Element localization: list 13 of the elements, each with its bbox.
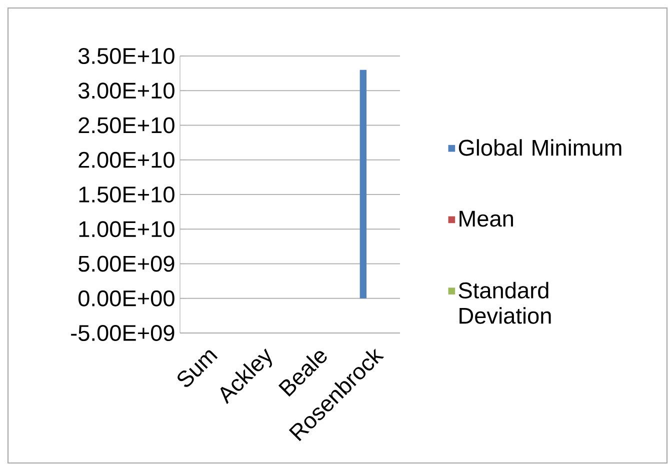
y-tick-label: 3.00E+10 [78, 82, 174, 99]
y-tick-label: 0.00E+00 [78, 290, 174, 306]
x-tick-label: Sum [178, 350, 218, 387]
y-tick-label: 5.00E+09 [78, 256, 174, 272]
legend-label: Standard Deviation [458, 282, 551, 324]
y-tick-label: 2.00E+10 [78, 152, 174, 168]
y-tick-label: 2.50E+10 [78, 117, 174, 134]
y-tick-label: 1.50E+10 [79, 186, 174, 203]
y-tick-label: -5.00E+09 [71, 324, 174, 342]
y-tick-label: 3.50E+10 [78, 48, 174, 64]
legend-label: Mean [460, 210, 513, 227]
y-tick-label: 1.00E+10 [79, 221, 174, 238]
legend-label: Global Minimum [458, 139, 622, 156]
